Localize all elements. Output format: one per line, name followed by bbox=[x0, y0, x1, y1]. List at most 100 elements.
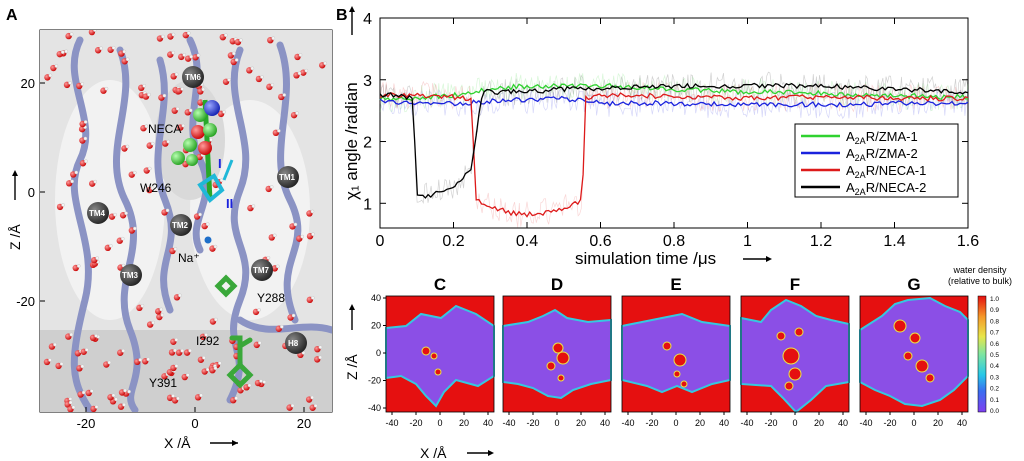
water-molecule bbox=[142, 92, 151, 100]
water-molecule bbox=[50, 64, 59, 72]
density-water-pocket bbox=[909, 332, 921, 344]
water-molecule bbox=[181, 373, 190, 381]
label-y288: Y288 bbox=[257, 291, 285, 305]
chart-xlabel-arrow bbox=[743, 256, 772, 262]
chart-series bbox=[379, 82, 969, 218]
water-molecule bbox=[118, 49, 127, 57]
density-panel-d: D -40 -20 0 20 40 bbox=[502, 275, 612, 428]
water-molecule bbox=[142, 357, 151, 365]
water-molecule bbox=[146, 320, 155, 328]
density-x-tick-label: -20 bbox=[645, 418, 658, 428]
colorbar: 1.0 0.9 0.8 0.7 0.6 0.5 0.4 0.3 0.2 0.1 0.0 water d… bbox=[948, 265, 1012, 415]
density-water-pocket bbox=[557, 374, 565, 382]
water-molecule bbox=[100, 86, 109, 94]
density-x-tick-label: 0 bbox=[437, 418, 442, 428]
density-water-free-region bbox=[385, 304, 495, 408]
density-x-tick-label: 40 bbox=[600, 418, 610, 428]
water-molecule bbox=[175, 348, 184, 356]
density-x-tick-label: -40 bbox=[621, 418, 634, 428]
water-molecule bbox=[305, 395, 314, 403]
water-molecule bbox=[134, 358, 143, 366]
density-x-tick-label: 0 bbox=[554, 418, 559, 428]
colorbar-tick-label: 0.0 bbox=[990, 408, 999, 415]
colorbar-gradient bbox=[977, 295, 987, 413]
label-tm3: TM3 bbox=[122, 271, 139, 280]
water-molecule bbox=[85, 389, 94, 397]
water-molecule bbox=[138, 84, 147, 92]
colorbar-tick-label: 1.0 bbox=[990, 296, 999, 303]
helix-2 bbox=[113, 46, 141, 412]
density-water-pocket bbox=[673, 370, 681, 378]
water-molecule bbox=[44, 73, 53, 81]
water-molecule bbox=[48, 342, 57, 350]
label-tm1: TM1 bbox=[279, 173, 296, 182]
legend-item: A2AR/NECA-2 bbox=[801, 180, 926, 197]
water-molecule bbox=[103, 360, 112, 368]
density-x-tick-label: 20 bbox=[933, 418, 943, 428]
density-water-pocket bbox=[925, 373, 935, 383]
density-x-tick-label: -20 bbox=[764, 418, 777, 428]
tm-ball bbox=[182, 66, 204, 88]
density-x-tick-label: -20 bbox=[526, 418, 539, 428]
density-xlabel-arrow bbox=[467, 450, 494, 456]
a-xtick-0: 0 bbox=[191, 416, 198, 431]
density-water-pocket bbox=[434, 368, 442, 376]
water-molecule bbox=[199, 333, 208, 341]
density-x-tick-label: -40 bbox=[385, 418, 398, 428]
water-molecule bbox=[255, 75, 264, 83]
tm-ball bbox=[170, 214, 192, 236]
water-molecule bbox=[170, 72, 179, 80]
colorbar-tick-label: 0.2 bbox=[990, 386, 999, 393]
water-molecule bbox=[193, 212, 202, 220]
x-tick-label: 0.6 bbox=[589, 233, 611, 250]
density-water-pocket bbox=[794, 327, 804, 337]
a-xlabel-arrow bbox=[210, 440, 238, 446]
density-water-pocket bbox=[546, 361, 556, 371]
water-molecule bbox=[209, 317, 218, 325]
density-water-pocket bbox=[430, 352, 438, 360]
water-molecule bbox=[55, 362, 64, 370]
colorbar-tick-label: 0.3 bbox=[990, 374, 999, 381]
density-water-free-region bbox=[621, 312, 731, 394]
colorbar-title: water density bbox=[952, 265, 1007, 275]
series-line-4 bbox=[379, 82, 969, 199]
legend-item: A2AR/ZMA-2 bbox=[801, 146, 918, 163]
density-letter: E bbox=[670, 275, 681, 294]
water-molecule bbox=[70, 170, 79, 178]
chart-ylabel: χ₁ angle /radian bbox=[342, 82, 361, 200]
density-water-pocket bbox=[788, 367, 802, 381]
water-molecule bbox=[306, 296, 315, 304]
a-ylabel-arrow bbox=[12, 170, 18, 200]
colorbar-tick-label: 0.8 bbox=[990, 318, 999, 325]
density-maps: C -40 -20 0 20 40 D -40 -20 0 20 40 E -40 -20 0 20 40 F -40… bbox=[344, 265, 1012, 461]
water-molecule bbox=[234, 38, 243, 46]
residue-sticks bbox=[214, 274, 254, 389]
chart-legend: A2AR/ZMA-1A2AR/ZMA-2A2AR/NECA-1A2AR/NECA… bbox=[794, 123, 959, 198]
density-water-pocket bbox=[673, 353, 687, 367]
density-x-tick-label: 0 bbox=[792, 418, 797, 428]
water-molecule bbox=[306, 232, 315, 240]
water-molecule bbox=[161, 208, 170, 216]
water-molecule bbox=[243, 383, 252, 391]
water-molecule bbox=[166, 394, 175, 402]
water-molecule bbox=[140, 124, 149, 132]
water-molecule bbox=[272, 129, 281, 137]
water-molecule bbox=[247, 204, 256, 212]
density-letter: D bbox=[551, 275, 563, 294]
water-molecule bbox=[253, 341, 262, 349]
label-h8: H8 bbox=[288, 339, 299, 348]
x-tick-label: 0.4 bbox=[516, 233, 538, 250]
water-molecule bbox=[209, 366, 218, 374]
density-x-tick-label: 20 bbox=[695, 418, 705, 428]
water-molecule bbox=[209, 244, 218, 252]
a-xtick-neg20: -20 bbox=[77, 416, 96, 431]
water-molecule bbox=[89, 179, 98, 187]
water-molecule bbox=[167, 32, 176, 40]
water-molecule bbox=[76, 82, 85, 90]
water-molecule bbox=[222, 77, 231, 85]
water-molecule bbox=[286, 403, 295, 411]
density-xlabel: X /Å bbox=[420, 445, 447, 461]
density-x-tick-label: 40 bbox=[838, 418, 848, 428]
water-molecule bbox=[219, 33, 228, 41]
water-molecule bbox=[117, 402, 126, 410]
